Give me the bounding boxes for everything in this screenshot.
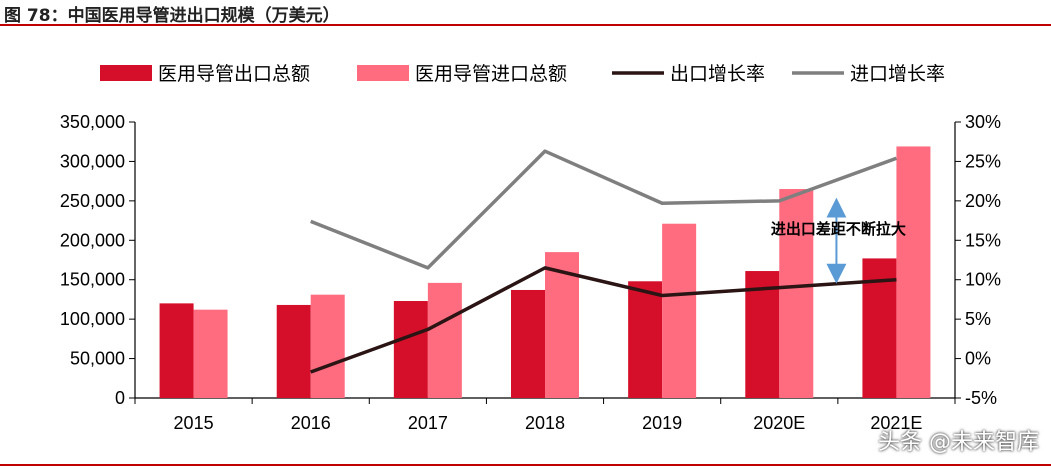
x-tick-label: 2018	[525, 413, 565, 433]
chart-title: 图 78：中国医用导管进出口规模（万美元）	[4, 6, 340, 26]
export-bar	[393, 301, 428, 398]
x-tick-label: 2016	[291, 413, 331, 433]
export-bar	[511, 289, 545, 398]
import-bar	[779, 189, 814, 398]
import-growth-line	[310, 149, 898, 270]
right-tick-label: 10%	[965, 270, 1001, 290]
x-tick-label: 2020E	[753, 413, 805, 433]
right-tick-label: 20%	[965, 191, 1001, 211]
import-bar	[662, 223, 697, 398]
left-tick-label: 0	[115, 388, 125, 408]
left-tick-label: 350,000	[60, 112, 125, 132]
gap-annotation: 进出口差距不断拉大	[771, 220, 906, 238]
import-bar	[310, 294, 345, 398]
left-tick-label: 250,000	[60, 191, 125, 211]
x-tick-label: 2015	[174, 413, 214, 433]
import-bar	[193, 309, 228, 398]
export-bar	[159, 303, 194, 398]
right-tick-label: 15%	[965, 230, 1001, 250]
right-tick-label: 5%	[965, 309, 991, 329]
legend-label: 出口增长率	[670, 63, 765, 85]
legend-swatch	[100, 65, 152, 81]
right-tick-label: 30%	[965, 112, 1001, 132]
x-tick-label: 2017	[408, 413, 448, 433]
x-tick-label: 2019	[642, 413, 682, 433]
legend-label: 进口增长率	[850, 63, 945, 85]
watermark: 头条 @未来智库	[878, 430, 1039, 455]
top-rule	[0, 24, 1051, 26]
export-bar	[276, 304, 311, 398]
import-bar	[896, 146, 931, 398]
import-bar	[545, 252, 579, 398]
right-tick-label: 25%	[965, 151, 1001, 171]
x-tick-label: 2021E	[870, 413, 922, 433]
left-tick-label: 150,000	[60, 270, 125, 290]
legend-swatch	[357, 65, 409, 81]
export-bar	[745, 271, 780, 398]
import-bar	[427, 282, 462, 398]
left-tick-label: 300,000	[60, 151, 125, 171]
legend-label: 医用导管出口总额	[158, 63, 310, 85]
export-growth-line	[310, 266, 897, 374]
export-bar	[628, 281, 663, 398]
left-tick-label: 50,000	[70, 349, 125, 369]
right-tick-label: 0%	[965, 349, 991, 369]
legend-label: 医用导管进口总额	[415, 63, 567, 85]
bottom-rule	[0, 464, 1051, 466]
left-tick-label: 200,000	[60, 230, 125, 250]
left-tick-label: 100,000	[60, 309, 125, 329]
right-tick-label: -5%	[965, 388, 997, 408]
